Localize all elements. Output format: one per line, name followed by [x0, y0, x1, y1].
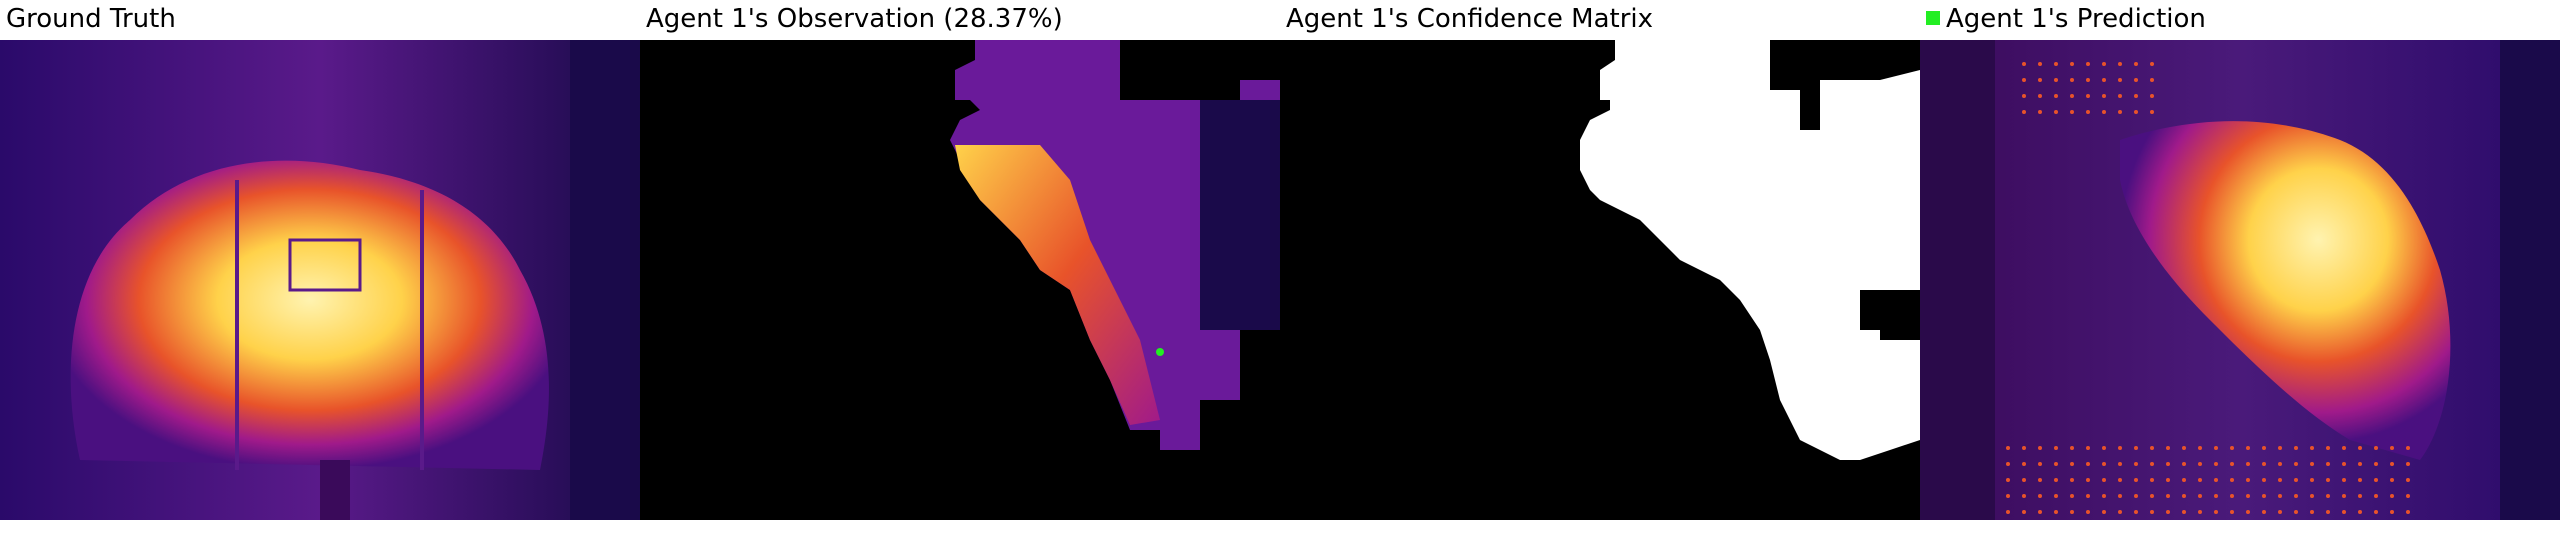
ground-truth-image	[0, 40, 640, 520]
title-ground-truth: Ground Truth	[6, 2, 176, 36]
agent-prediction-image	[1920, 40, 2560, 520]
title-confidence-matrix: Agent 1's Confidence Matrix	[1286, 2, 1653, 36]
ground-truth-thermal	[0, 40, 640, 520]
title-agent-prediction: Agent 1's Prediction	[1926, 2, 2206, 36]
prediction-legend-swatch	[1926, 11, 1940, 25]
confidence-matrix-image	[1280, 40, 1920, 520]
agent-observation-thermal	[640, 40, 1280, 520]
agent-prediction-thermal	[1920, 40, 2560, 520]
title-agent-observation: Agent 1's Observation (28.37%)	[646, 2, 1063, 36]
agent-observation-image	[640, 40, 1280, 520]
confidence-matrix-mask	[1280, 40, 1920, 520]
agent-position-marker	[1156, 348, 1164, 356]
title-agent-prediction-label: Agent 1's Prediction	[1946, 4, 2206, 34]
